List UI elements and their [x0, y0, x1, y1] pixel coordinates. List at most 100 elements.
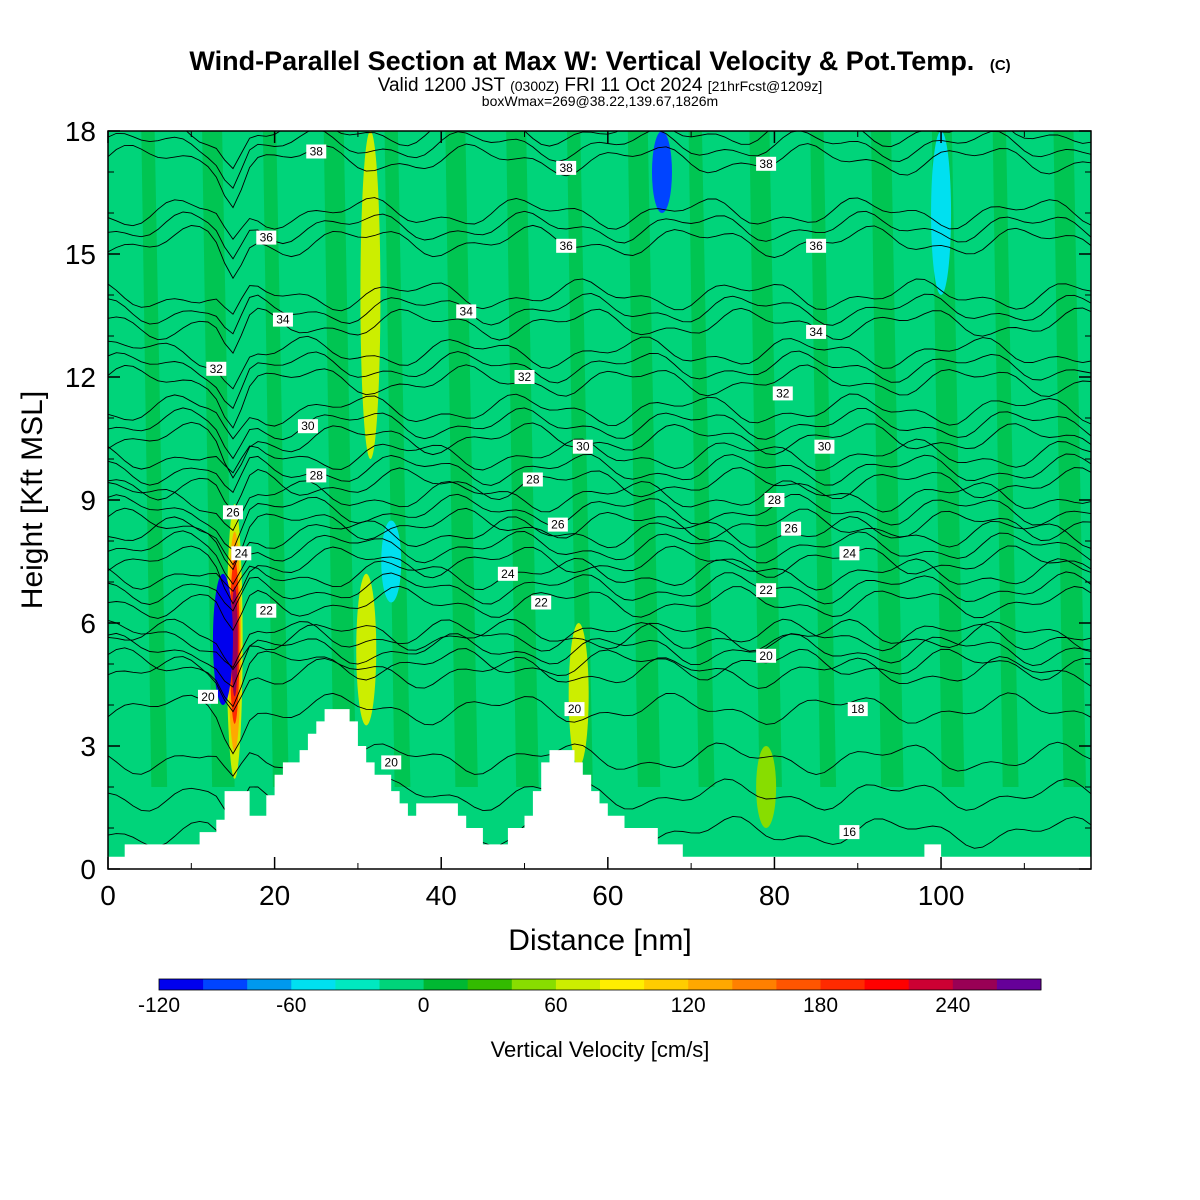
- theta-contour-line: [108, 545, 1091, 605]
- contour-label: 32: [206, 361, 227, 376]
- colorbar-swatch: [952, 979, 998, 990]
- contour-label-text: 28: [310, 468, 324, 482]
- colorbar-tick-label: 0: [418, 994, 430, 1017]
- theta-contour-line: [108, 656, 1091, 713]
- downdraft-core: [651, 131, 672, 213]
- updraft-core: [360, 131, 381, 459]
- contour-label-box: [781, 521, 802, 536]
- colorbar-swatch: [291, 979, 336, 990]
- contour-label-text: 18: [851, 702, 865, 716]
- contour-label-text: 20: [385, 755, 399, 769]
- updraft-core: [568, 623, 589, 767]
- theta-contour-line: [108, 507, 1091, 571]
- contour-label: 30: [814, 439, 835, 454]
- contour-label: 22: [756, 583, 777, 598]
- contour-label-box: [756, 583, 777, 598]
- theta-contour-line: [108, 224, 1091, 280]
- downdraft-core: [381, 520, 402, 603]
- contour-label: 26: [222, 505, 243, 520]
- contour-label: 34: [456, 304, 477, 319]
- contour-label-text: 38: [559, 161, 573, 175]
- updraft-band: [323, 131, 357, 787]
- contour-label-text: 36: [559, 239, 573, 253]
- contour-label-box: [572, 439, 593, 454]
- x-tick-label: 20: [259, 880, 290, 911]
- contour-label-box: [272, 312, 293, 327]
- theta-contours: [108, 131, 1091, 862]
- contour-label-box: [206, 361, 227, 376]
- contour-label-box: [381, 755, 402, 770]
- theta-contour-line: [108, 307, 1091, 355]
- theta-contour-line: [108, 197, 1091, 240]
- colorbar-tick-label: 180: [803, 994, 838, 1017]
- contour-label-text: 24: [235, 546, 249, 560]
- contour-label: 30: [297, 419, 318, 434]
- colorbar-tick-label: 240: [935, 994, 970, 1017]
- contour-label-box: [556, 160, 577, 175]
- contour-label-text: 28: [526, 473, 540, 487]
- colorbar-swatch: [688, 979, 733, 990]
- theta-contour-line: [108, 618, 1091, 671]
- colorbar: -120 -60 0 60 120 180 240: [138, 978, 1042, 1017]
- theta-contour-line: [108, 131, 1091, 189]
- contour-label: 36: [806, 238, 827, 253]
- contour-label: 20: [197, 689, 218, 704]
- contour-label-text: 38: [759, 157, 773, 171]
- contour-label-box: [756, 156, 777, 171]
- theta-contour-line: [108, 530, 1091, 586]
- theta-contour-line: [108, 571, 1091, 612]
- contour-label: 22: [256, 603, 277, 618]
- contour-label-box: [306, 468, 327, 483]
- updraft-band: [445, 131, 478, 787]
- theta-contour-line: [108, 335, 1091, 390]
- theta-contour-line: [108, 516, 1091, 566]
- contour-label-box: [531, 595, 552, 610]
- contour-label-box: [564, 702, 585, 717]
- contour-label-text: 28: [768, 493, 782, 507]
- box-info: boxWmax=269@38.22,139.67,1826m: [482, 93, 718, 109]
- contour-label-box: [556, 238, 577, 253]
- theta-contour-line: [108, 692, 1091, 755]
- plot-area: 38 38 38 36 36 36 34 34 34 32 32 32 30 30 30 28 28 28 26 26…: [108, 131, 1091, 869]
- contour-label-text: 32: [776, 386, 790, 400]
- updraft-band: [871, 131, 904, 787]
- colorbar-swatch: [203, 979, 248, 990]
- contour-label-text: 32: [210, 362, 224, 376]
- y-tick-label: 9: [80, 485, 96, 516]
- contour-label: 36: [556, 238, 577, 253]
- theta-contour-line: [108, 278, 1091, 315]
- colorbar-swatch: [379, 979, 425, 990]
- contour-label-box: [806, 324, 827, 339]
- contour-label: 38: [556, 160, 577, 175]
- y-tick-label: 3: [80, 731, 96, 762]
- theta-contour-line: [108, 292, 1091, 335]
- contour-label-text: 20: [201, 690, 215, 704]
- updraft-band: [384, 131, 411, 787]
- theta-contour-line: [108, 364, 1091, 429]
- colorbar-swatch: [732, 979, 777, 990]
- contour-label-text: 22: [535, 596, 549, 610]
- updraft-band: [1053, 131, 1087, 787]
- updraft-band: [506, 131, 539, 787]
- colorbar-swatch: [600, 979, 645, 990]
- theta-contour-line: [108, 421, 1091, 479]
- updraft-band: [992, 131, 1019, 787]
- y-tick-label: 15: [65, 239, 96, 270]
- contour-label-text: 24: [843, 546, 857, 560]
- contour-label-box: [231, 546, 252, 561]
- updraft-core: [756, 746, 777, 828]
- contour-label: 36: [256, 230, 277, 245]
- contour-label-text: 16: [843, 825, 857, 839]
- updraft-band: [567, 131, 593, 787]
- contour-label: 18: [847, 702, 868, 717]
- contour-label-box: [839, 546, 860, 561]
- theta-contour-line: [108, 741, 1091, 777]
- contour-label: 38: [306, 144, 327, 159]
- colorbar-swatch: [555, 979, 601, 990]
- contour-label-box: [806, 238, 827, 253]
- colorbar-tick-label: 60: [544, 994, 567, 1017]
- contour-label: 20: [381, 755, 402, 770]
- theta-contour-line: [108, 467, 1091, 513]
- contour-label-box: [256, 230, 277, 245]
- contour-label: 28: [306, 468, 327, 483]
